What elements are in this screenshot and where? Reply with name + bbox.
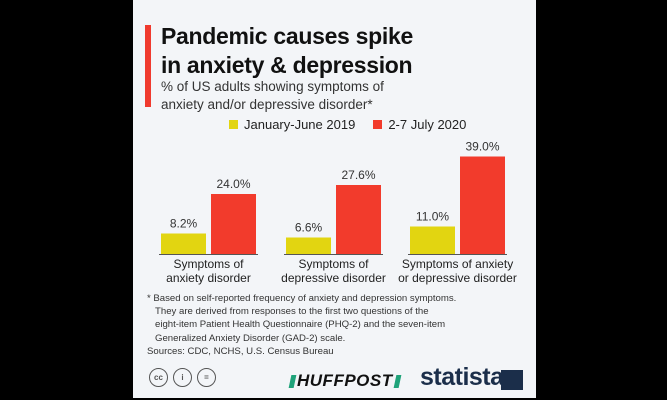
legend-swatch [229, 120, 238, 129]
bar [286, 237, 331, 254]
legend-swatch [373, 120, 383, 129]
license-icons: cc i = [149, 368, 216, 387]
footnote-line: They are derived from responses to the f… [155, 306, 429, 318]
bar [336, 185, 381, 254]
huffpost-text: HUFFPOST [297, 371, 393, 390]
statista-logo-icon [501, 370, 523, 390]
data-label: 8.2% [170, 217, 198, 231]
data-label: 6.6% [295, 221, 323, 235]
category-label: depressive disorder [281, 271, 386, 285]
footnote-line: eight-item Patient Health Questionnaire … [155, 319, 446, 331]
statista-logo: statista [420, 363, 504, 391]
title-line: Pandemic causes spike [161, 23, 413, 49]
footnote-line: * Based on self-reported frequency of an… [147, 293, 457, 304]
bar [410, 226, 455, 254]
chart-subtitle: % of US adults showing symptoms of anxie… [161, 78, 384, 114]
title-accent-bar [145, 25, 151, 107]
attribution-icon: i [173, 368, 192, 387]
sources: Sources: CDC, NCHS, U.S. Census Bureau [147, 345, 334, 357]
category-label: Symptoms of [298, 257, 369, 271]
chart-title: Pandemic causes spike in anxiety & depre… [161, 22, 413, 80]
category-label: Symptoms of anxiety [402, 257, 513, 271]
category-label: or depressive disorder [398, 271, 517, 285]
bar [211, 194, 256, 254]
legend-item-2020: 2-7 July 2020 [373, 117, 466, 132]
legend: January-June 2019 2-7 July 2020 [229, 117, 466, 132]
data-label: 39.0% [465, 140, 499, 154]
title-line: in anxiety & depression [161, 52, 413, 78]
data-label: 27.6% [341, 168, 375, 182]
subtitle-line: anxiety and/or depressive disorder* [161, 97, 373, 112]
footnote-line: Generalized Anxiety Disorder (GAD-2) sca… [155, 332, 346, 344]
infographic-card: Pandemic causes spike in anxiety & depre… [133, 0, 536, 398]
cc-icon: cc [149, 368, 168, 387]
legend-label: 2-7 July 2020 [388, 117, 467, 132]
bar [460, 156, 505, 254]
no-derivatives-icon: = [197, 368, 216, 387]
data-label: 24.0% [216, 177, 250, 191]
category-label: anxiety disorder [166, 271, 251, 285]
category-label: Symptoms of [173, 257, 244, 271]
bar [161, 233, 206, 254]
huffpost-logo: HUFFPOST [288, 371, 402, 391]
legend-item-2019: January-June 2019 [229, 117, 355, 132]
legend-label: January-June 2019 [244, 117, 356, 132]
data-label: 11.0% [416, 210, 449, 224]
subtitle-line: % of US adults showing symptoms of [161, 79, 384, 94]
footnote: * Based on self-reported frequency of an… [147, 292, 456, 358]
